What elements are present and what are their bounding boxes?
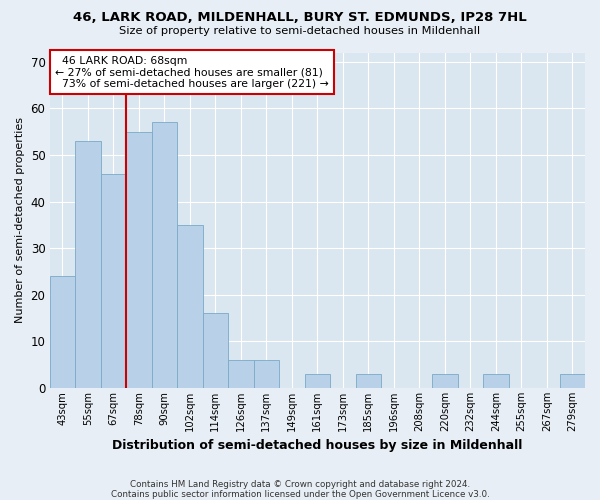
Text: Contains public sector information licensed under the Open Government Licence v3: Contains public sector information licen…	[110, 490, 490, 499]
Bar	[101, 174, 126, 388]
Bar	[483, 374, 509, 388]
Bar	[126, 132, 152, 388]
X-axis label: Distribution of semi-detached houses by size in Mildenhall: Distribution of semi-detached houses by …	[112, 440, 523, 452]
Bar	[177, 225, 203, 388]
Text: Size of property relative to semi-detached houses in Mildenhall: Size of property relative to semi-detach…	[119, 26, 481, 36]
Bar	[203, 314, 228, 388]
Bar	[152, 122, 177, 388]
Bar	[432, 374, 458, 388]
Text: 46, LARK ROAD, MILDENHALL, BURY ST. EDMUNDS, IP28 7HL: 46, LARK ROAD, MILDENHALL, BURY ST. EDMU…	[73, 11, 527, 24]
Y-axis label: Number of semi-detached properties: Number of semi-detached properties	[15, 118, 25, 324]
Text: Contains HM Land Registry data © Crown copyright and database right 2024.: Contains HM Land Registry data © Crown c…	[130, 480, 470, 489]
Bar	[254, 360, 279, 388]
Bar	[50, 276, 75, 388]
Bar	[560, 374, 585, 388]
Bar	[75, 141, 101, 388]
Bar	[356, 374, 381, 388]
Text: 46 LARK ROAD: 68sqm
← 27% of semi-detached houses are smaller (81)
  73% of semi: 46 LARK ROAD: 68sqm ← 27% of semi-detach…	[55, 56, 329, 89]
Bar	[305, 374, 330, 388]
Bar	[228, 360, 254, 388]
